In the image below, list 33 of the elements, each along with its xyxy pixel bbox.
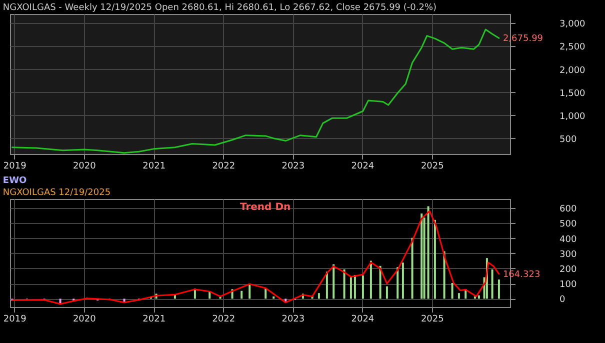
x-tick-label: 2021	[142, 162, 166, 172]
y-tick-label: 600	[560, 204, 577, 215]
x-tick-label: 2019	[3, 314, 27, 324]
y-tick-label: 0	[560, 295, 566, 306]
y-tick-label: 200	[560, 264, 577, 275]
y-tick-label: 500	[560, 220, 577, 230]
x-tick-label: 2021	[142, 314, 166, 324]
x-tick-label: 2019	[3, 162, 27, 172]
y-tick-label: 100	[560, 280, 577, 290]
annotation: 2,675.99	[502, 34, 544, 44]
y-tick-label: 1,000	[560, 112, 586, 122]
x-tick-label: 2025	[420, 314, 444, 324]
y-tick-label: 3,000	[560, 20, 586, 30]
y-tick-label: 2,500	[560, 42, 586, 53]
x-tick-label: 2020	[72, 162, 96, 172]
y-tick-label: 1,500	[560, 88, 586, 99]
x-tick-label: 2024	[351, 314, 374, 324]
x-tick-label: 2020	[72, 314, 96, 324]
annotation: 164.323	[502, 270, 540, 280]
chart-title: EWO	[2, 176, 28, 186]
chart-title: NGXOILGAS - Weekly 12/19/2025 Open 2680.61, Hi 2680.61, Lo 2667.62, Close 2675.99 (-0.2%)	[2, 3, 437, 13]
x-tick-label: 2022	[212, 314, 236, 324]
x-tick-label: 2025	[420, 162, 444, 172]
x-tick-label: 2022	[212, 162, 236, 172]
y-tick-label: 2,000	[560, 66, 586, 76]
y-tick-label: 300	[560, 250, 577, 260]
chart-subtitle: NGXOILGAS 12/19/2025	[2, 188, 111, 198]
x-tick-label: 2023	[282, 314, 305, 324]
y-tick-label: 500	[560, 134, 577, 145]
x-tick-label: 2023	[282, 162, 305, 172]
y-tick-label: 400	[560, 234, 577, 245]
annotation: Trend Dn	[240, 202, 291, 213]
x-tick-label: 2024	[351, 162, 374, 172]
